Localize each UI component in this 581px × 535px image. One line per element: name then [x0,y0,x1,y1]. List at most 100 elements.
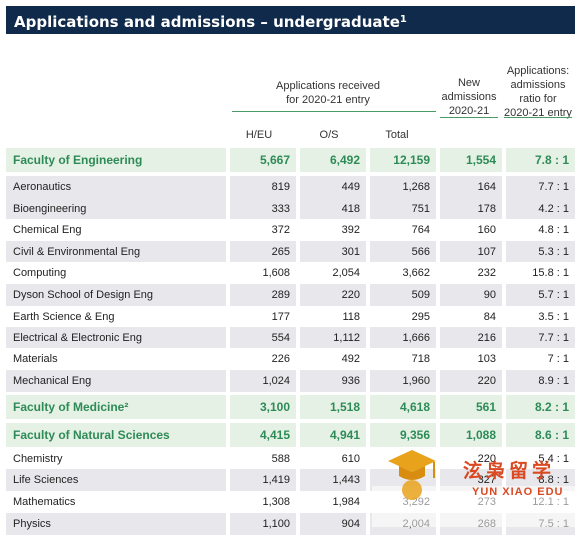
table-row: Civil & Environmental Eng 265 301 566 107 5.3… [6,241,575,263]
heu-value: 554 [230,327,296,349]
dept-name: Civil & Environmental Eng [6,241,226,263]
table-row: Materials 226 492 718 103 7 : 1 [6,348,575,370]
heu-value: 226 [230,348,296,370]
new-admissions-value: 90 [440,284,502,306]
ratio-rule [504,117,572,118]
os-value: 392 [300,219,366,241]
total-value: 1,666 [370,327,436,349]
total-value: 718 [370,348,436,370]
total-value [370,448,436,470]
ratio-header: Applications: admissions ratio for 2020-… [504,64,572,120]
new-admissions-rule [440,117,498,118]
new-admissions-value: 561 [440,395,502,419]
watermark-cn: 泫枭留学 [463,461,556,482]
total-value: 566 [370,241,436,263]
os-value: 1,984 [300,491,366,513]
total-header: Total [385,129,409,141]
ratio-value: 7.8 : 1 [506,148,575,172]
os-value: 418 [300,198,366,220]
heu-value: 177 [230,306,296,328]
os-value: 610 [300,448,366,470]
dept-name: Electrical & Electronic Eng [6,327,226,349]
ratio-value: 8.9 : 1 [506,370,575,392]
os-value: 118 [300,306,366,328]
os-value: 2,054 [300,262,366,284]
faculty-row: Faculty of Natural Sciences 4,415 4,941 9,3… [6,423,575,447]
heu-value: 372 [230,219,296,241]
os-value: 936 [300,370,366,392]
ratio-value: 4.2 : 1 [506,198,575,220]
total-value: 3,662 [370,262,436,284]
total-value: 1,960 [370,370,436,392]
ratio-value: 3.5 : 1 [506,306,575,328]
table-row: Mechanical Eng 1,024 936 1,960 220 8.9 : 1 [6,370,575,392]
total-value: 509 [370,284,436,306]
os-value: 904 [300,513,366,535]
dept-name: Faculty of Engineering [6,148,226,172]
group-header: Applications received for 2020-21 entry [276,79,380,107]
new-admissions-value: 164 [440,176,502,198]
total-value: 4,618 [370,395,436,419]
table-row: Dyson School of Design Eng 289 220 509 90 5.7… [6,284,575,306]
new-admissions-value: 1,088 [440,423,502,447]
ratio-value: 8.6 : 1 [506,423,575,447]
new-admissions-value: 216 [440,327,502,349]
new-admissions-value: 160 [440,219,502,241]
group-header-text: Applications received for 2020-21 entry [276,80,380,106]
table-row: Chemistry 588 610 220 5.4 : 1 [6,448,575,470]
dept-name: Chemistry [6,448,226,470]
total-value: 1,268 [370,176,436,198]
new-admissions-value: 107 [440,241,502,263]
new-admissions-header-text: New admissions 2020-21 [441,77,497,117]
table-row: Computing 1,608 2,054 3,662 232 15.8 : 1 [6,262,575,284]
dept-name: Computing [6,262,226,284]
total-value: 2,004 [370,513,436,535]
dept-name: Faculty of Natural Sciences [6,423,226,447]
total-value: 3,292 [370,491,436,513]
total-value: 751 [370,198,436,220]
faculty-row: Faculty of Engineering 5,667 6,492 12,159 1,… [6,148,575,172]
heu-value: 1,308 [230,491,296,513]
new-admissions-value: 268 [440,513,502,535]
ratio-value: 8.8 : 1 [506,469,575,491]
total-value [370,469,436,491]
new-admissions-value: 220 [440,370,502,392]
new-admissions-value: 84 [440,306,502,328]
new-admissions-header: New admissions 2020-21 [440,76,498,118]
table-row: Bioengineering 333 418 751 178 4.2 : 1 [6,198,575,220]
new-admissions-value: 327 [440,469,502,491]
table-row: Electrical & Electronic Eng 554 1,112 1,666… [6,327,575,349]
new-admissions-value: 178 [440,198,502,220]
heu-value: 588 [230,448,296,470]
ratio-value: 4.8 : 1 [506,219,575,241]
new-admissions-value: 1,554 [440,148,502,172]
dept-name: Physics [6,513,226,535]
dept-name: Dyson School of Design Eng [6,284,226,306]
os-value: 6,492 [300,148,366,172]
total-value: 764 [370,219,436,241]
os-value: 1,112 [300,327,366,349]
ratio-value: 5.3 : 1 [506,241,575,263]
table-title: Applications and admissions – undergradu… [6,6,575,34]
heu-value: 3,100 [230,395,296,419]
dept-name: Earth Science & Eng [6,306,226,328]
ratio-value: 8.2 : 1 [506,395,575,419]
heu-value: 4,415 [230,423,296,447]
ratio-header-text: Applications: admissions ratio for 2020-… [504,65,572,119]
total-value: 295 [370,306,436,328]
dept-name: Bioengineering [6,198,226,220]
group-header-rule [232,111,436,112]
title-text: Applications and admissions – undergradu… [14,13,400,31]
ratio-value: 7.7 : 1 [506,327,575,349]
os-value: 1,518 [300,395,366,419]
dept-name: Mechanical Eng [6,370,226,392]
title-footnote: 1 [399,14,407,25]
heu-value: 265 [230,241,296,263]
os-value: 4,941 [300,423,366,447]
new-admissions-value: 220 [440,448,502,470]
ratio-value: 7.7 : 1 [506,176,575,198]
os-value: 220 [300,284,366,306]
heu-value: 819 [230,176,296,198]
heu-value: 1,024 [230,370,296,392]
total-value: 12,159 [370,148,436,172]
